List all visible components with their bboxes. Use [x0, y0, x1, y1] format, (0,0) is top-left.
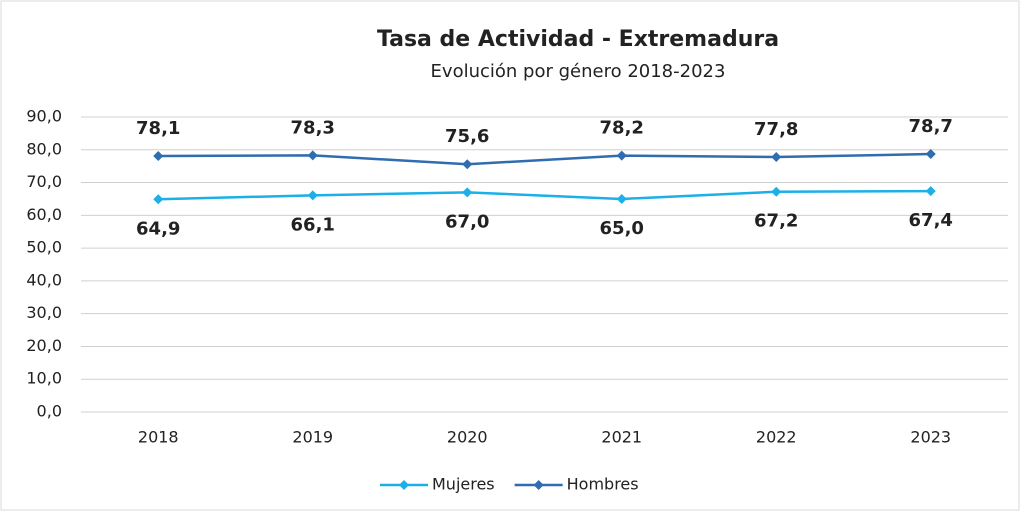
- x-tick-label: 2023: [910, 428, 951, 447]
- y-tick-label: 40,0: [26, 270, 62, 289]
- value-label: 77,8: [754, 119, 798, 140]
- point-marker: [771, 151, 782, 162]
- point-marker: [307, 190, 318, 201]
- point-marker: [616, 150, 627, 161]
- series-line: [158, 189, 931, 201]
- value-label: 78,1: [136, 118, 180, 139]
- value-label: 67,4: [909, 210, 953, 231]
- point-marker: [153, 194, 164, 205]
- x-tick-label: 2019: [292, 428, 333, 447]
- point-marker: [771, 186, 782, 197]
- series-line: [158, 152, 931, 166]
- point-marker: [307, 150, 318, 161]
- legend-marker: [399, 480, 409, 490]
- legend-label: Hombres: [567, 475, 639, 494]
- value-label: 75,6: [445, 126, 489, 147]
- value-label: 65,0: [600, 218, 644, 239]
- value-label: 64,9: [136, 218, 180, 239]
- y-tick-label: 60,0: [26, 205, 62, 224]
- legend-label: Mujeres: [432, 475, 495, 494]
- point-marker: [925, 186, 936, 197]
- value-label: 78,3: [291, 117, 335, 138]
- point-marker: [925, 149, 936, 160]
- y-tick-label: 10,0: [26, 369, 62, 388]
- x-tick-label: 2022: [756, 428, 797, 447]
- y-tick-label: 0,0: [37, 402, 62, 421]
- point-marker: [462, 187, 473, 198]
- x-tick-label: 2020: [447, 428, 488, 447]
- chart-subtitle: Evolución por género 2018-2023: [431, 61, 726, 82]
- y-tick-label: 80,0: [26, 139, 62, 158]
- point-marker: [153, 151, 164, 162]
- y-tick-label: 70,0: [26, 172, 62, 191]
- y-tick-label: 20,0: [26, 336, 62, 355]
- x-tick-label: 2021: [601, 428, 642, 447]
- y-tick-label: 50,0: [26, 238, 62, 257]
- point-marker: [462, 159, 473, 170]
- value-label: 67,0: [445, 211, 489, 232]
- y-tick-label: 90,0: [26, 107, 62, 126]
- point-marker: [616, 193, 627, 204]
- y-tick-label: 30,0: [26, 303, 62, 322]
- value-label: 78,7: [909, 116, 953, 137]
- legend-marker: [533, 480, 544, 490]
- value-label: 67,2: [754, 211, 798, 232]
- x-tick-label: 2018: [138, 428, 179, 447]
- chart-title: Tasa de Actividad - Extremadura: [377, 27, 779, 52]
- value-label: 78,2: [600, 118, 644, 139]
- value-label: 66,1: [291, 214, 335, 235]
